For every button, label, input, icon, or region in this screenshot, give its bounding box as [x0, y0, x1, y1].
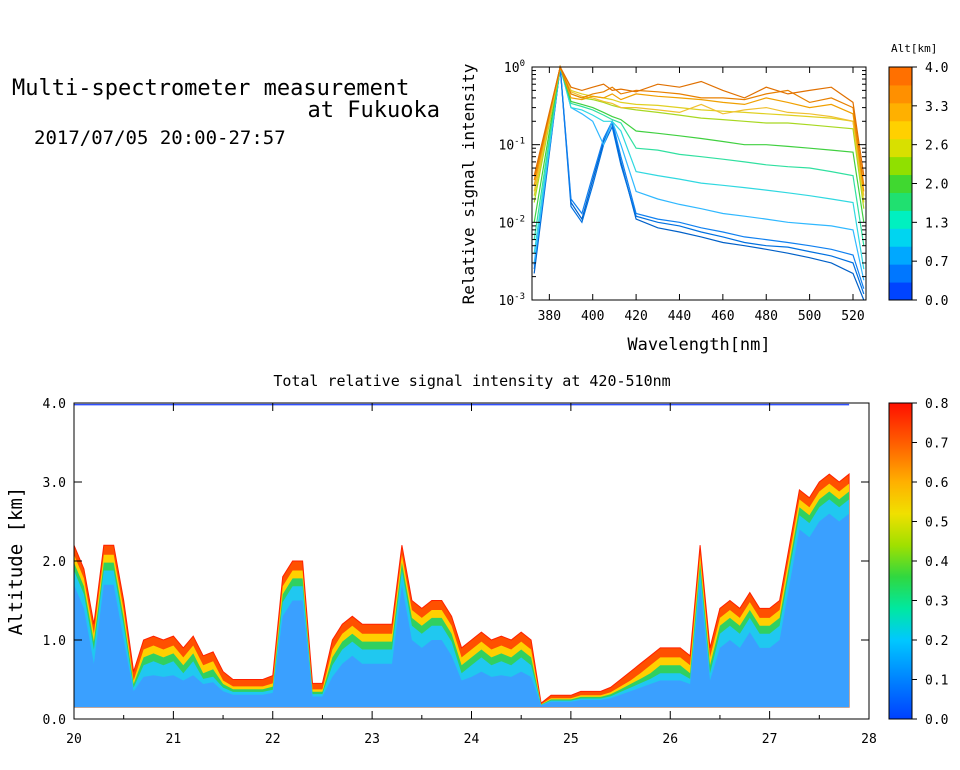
spectrum-y-tick-base: 10 [499, 216, 515, 231]
heatmap-layer-core [74, 513, 850, 708]
spectrum-x-tick-label: 460 [711, 309, 734, 324]
heatmap-chart: Total relative signal intensity at 420-5… [5, 372, 949, 747]
spectrum-x-tick-label: 400 [581, 309, 604, 324]
heatmap-title: Total relative signal intensity at 420-5… [273, 372, 670, 390]
spectrum-series-1 [533, 66, 865, 301]
spectrum-x-tick-label: 420 [624, 309, 647, 324]
spectrum-y-tick-exp: -1 [514, 137, 525, 147]
spectrum-x-tick-label: 520 [841, 309, 864, 324]
heatmap-colorbar-tick-label: 0.5 [925, 516, 948, 531]
spectrum-y-tick-base: 10 [504, 61, 520, 76]
spectrum-colorbar-band [889, 192, 912, 211]
spectrum-colorbar-band [889, 228, 912, 247]
heatmap-x-tick-label: 21 [166, 732, 182, 747]
spectrum-y-tick-base: 10 [499, 139, 515, 154]
spectrum-y-tick-label: 10-1 [499, 137, 526, 154]
spectrum-series-12 [533, 65, 865, 186]
spectrum-y-tick-label: 100 [504, 59, 525, 76]
spectrum-colorbar-tick-label: 3.3 [925, 100, 948, 115]
heatmap-x-tick-label: 25 [563, 732, 579, 747]
heatmap-x-ticks: 20 21 22 23 24 25 26 27 28 [66, 403, 877, 747]
title-line-2: at Fukuoka [307, 98, 440, 123]
spectrum-colorbar-tick-label: 2.0 [925, 178, 948, 193]
spectrum-x-axis-label: Wavelength[nm] [627, 335, 770, 355]
spectrum-y-axis-label: Relative signal intensity [459, 63, 478, 304]
spectrum-colorbar-band [889, 264, 912, 283]
spectrum-colorbar: 4.0 3.3 2.6 2.0 1.3 0.7 0.0 [888, 61, 948, 309]
spectrum-y-tick-label: 10-3 [499, 292, 526, 309]
heatmap-y-axis-label: Altitude [km] [5, 487, 27, 636]
spectrum-colorbar-band [889, 246, 912, 265]
spectrum-y-tick-exp: 0 [520, 59, 525, 69]
heatmap-y-tick-label: 3.0 [43, 476, 66, 491]
spectrum-series-7 [533, 66, 865, 223]
spectrum-colorbar-band [889, 102, 912, 122]
spectrum-series-4 [533, 66, 865, 281]
spectrum-x-tick-label: 480 [754, 309, 777, 324]
spectrum-colorbar-band [889, 138, 912, 158]
spectrum-series-9 [533, 65, 865, 203]
spectrum-x-tick-label: 380 [538, 309, 561, 324]
heatmap-y-tick-label: 2.0 [43, 555, 66, 570]
heatmap-colorbar-tick-label: 0.0 [925, 713, 948, 728]
spectrum-series-10 [533, 65, 865, 196]
spectrum-colorbar-tick-label: 0.7 [925, 255, 948, 270]
spectrum-series-group [533, 64, 865, 301]
heatmap-colorbar-ticks: 0.0 0.1 0.2 0.3 0.4 0.5 0.6 0.7 0.8 [912, 397, 949, 728]
heatmap-colorbar-tick-label: 0.1 [925, 674, 948, 689]
spectrum-colorbar-tick-label: 0.0 [925, 294, 948, 309]
heatmap-x-tick-label: 26 [662, 732, 678, 747]
heatmap-x-tick-label: 28 [861, 732, 877, 747]
spectrum-colorbar-band [889, 282, 912, 301]
spectrum-colorbar-band [889, 67, 912, 86]
spectrum-series-5 [533, 66, 865, 270]
heatmap-y-ticks: 0.0 1.0 2.0 3.0 4.0 [43, 397, 869, 728]
heatmap-y-tick-label: 1.0 [43, 634, 66, 649]
spectrum-x-tick-label: 440 [668, 309, 691, 324]
heatmap-y-tick-label: 0.0 [43, 713, 66, 728]
spectrum-colorbar-band [889, 120, 912, 140]
spectrum-x-ticks: 380 400 420 440 460 480 500 520 [538, 67, 865, 324]
spectrum-colorbar-title: Alt[km] [891, 42, 937, 55]
spectrum-y-tick-label: 10-2 [499, 214, 526, 231]
spectrum-y-tick-exp: -3 [514, 292, 525, 302]
spectrum-y-tick-exp: -2 [514, 214, 525, 224]
spectrum-colorbar-band [889, 156, 912, 176]
spectrum-colorbar-band [889, 210, 912, 229]
measurement-timestamp: 2017/07/05 20:00-27:57 [34, 127, 286, 149]
heatmap-colorbar [888, 402, 913, 720]
heatmap-x-tick-label: 23 [364, 732, 380, 747]
heatmap-colorbar-tick-label: 0.7 [925, 437, 948, 452]
spectrum-colorbar-tick-label: 2.6 [925, 139, 948, 154]
heatmap-y-tick-label: 4.0 [43, 397, 66, 412]
title-line-1: Multi-spectrometer measurement [12, 76, 410, 101]
spectrum-series-3 [533, 66, 865, 289]
heatmap-x-tick-label: 27 [762, 732, 778, 747]
spectrum-colorbar-band [889, 84, 912, 104]
heatmap-colorbar-tick-label: 0.3 [925, 595, 948, 610]
spectrum-colorbar-tick-label: 1.3 [925, 216, 948, 231]
heatmap-colorbar-tick-label: 0.4 [925, 555, 949, 570]
spectrum-series-11 [533, 64, 865, 192]
spectrum-x-tick-label: 500 [798, 309, 821, 324]
spectrum-series-6 [533, 66, 865, 246]
spectrum-series-2 [533, 66, 865, 295]
spectrum-y-tick-base: 10 [499, 294, 515, 309]
spectrum-plot-frame [531, 66, 867, 301]
heatmap-x-tick-label: 20 [66, 732, 82, 747]
spectrum-colorbar-band [889, 174, 912, 193]
spectrum-colorbar-tick-label: 4.0 [925, 61, 948, 76]
heatmap-x-tick-label: 24 [464, 732, 480, 747]
heatmap-layer-group [73, 403, 850, 708]
heatmap-colorbar-tick-label: 0.2 [925, 634, 948, 649]
heatmap-colorbar-tick-label: 0.6 [925, 476, 948, 491]
spectrum-chart: 4.0 3.3 2.6 2.0 1.3 0.7 0.0 Alt[km] 380 400 420 4… [459, 42, 948, 355]
spectrum-series-13 [533, 65, 865, 176]
heatmap-colorbar-tick-label: 0.8 [925, 397, 948, 412]
spectrum-series-8 [533, 64, 865, 209]
heatmap-x-tick-label: 22 [265, 732, 281, 747]
